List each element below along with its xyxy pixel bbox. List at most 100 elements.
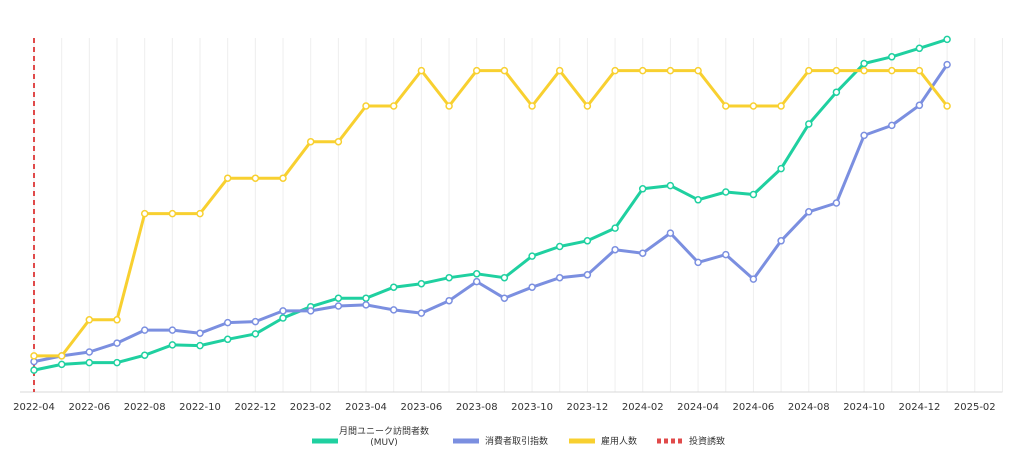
- data-point: [472, 277, 481, 286]
- data-point: [749, 102, 758, 110]
- data-point: [334, 294, 343, 302]
- data-point: [85, 316, 94, 324]
- data-point: [30, 366, 38, 374]
- x-tick-label: 2024-08: [788, 402, 830, 413]
- data-point: [722, 250, 730, 259]
- data-point: [113, 316, 121, 324]
- x-tick-label: 2022-10: [179, 402, 221, 413]
- data-point: [500, 66, 509, 75]
- data-point: [611, 66, 619, 75]
- data-point: [832, 66, 841, 75]
- series-line-1: [32, 63, 949, 364]
- legend-item-2[interactable]: 雇用人数: [569, 435, 637, 447]
- data-point: [583, 102, 592, 110]
- x-tick-label: 2024-02: [622, 402, 664, 413]
- x-tick-label: 2022-06: [68, 402, 110, 413]
- x-tick-label: 2023-10: [511, 402, 553, 413]
- data-point: [638, 185, 647, 193]
- data-point: [888, 121, 896, 130]
- x-tick-label: 2023-02: [290, 402, 332, 413]
- x-tick-label: 2023-12: [567, 402, 609, 413]
- legend-label: 消費者取引指数: [485, 435, 548, 447]
- legend-item-3[interactable]: 投資誘致: [657, 435, 725, 447]
- data-point: [611, 224, 619, 232]
- x-tick-label: 2022-12: [234, 402, 276, 413]
- data-point: [888, 53, 896, 61]
- data-point: [445, 102, 453, 110]
- data-point: [389, 102, 398, 110]
- data-point: [528, 283, 536, 291]
- data-point: [888, 66, 896, 75]
- x-tick-label: 2024-10: [843, 402, 885, 413]
- legend-item-1[interactable]: 消費者取引指数: [453, 435, 548, 447]
- data-point: [445, 273, 453, 282]
- data-point: [279, 174, 287, 182]
- x-tick-label: 2024-04: [677, 402, 719, 413]
- data-point: [306, 137, 315, 146]
- data-point: [113, 358, 121, 367]
- data-point: [362, 294, 370, 302]
- data-point: [334, 137, 343, 146]
- data-point: [472, 66, 481, 75]
- grid-lines: [33, 38, 1003, 392]
- data-point: [57, 352, 66, 360]
- x-tick-label: 2024-12: [899, 402, 941, 413]
- series-line-0: [32, 37, 949, 372]
- data-point: [638, 249, 647, 257]
- data-point: [85, 358, 94, 367]
- data-point: [915, 66, 924, 75]
- x-axis: 2022-04 2022-06 2022-08 2022-10 2022-12 2023-…: [13, 391, 1003, 413]
- data-point: [445, 296, 453, 305]
- data-point: [196, 209, 204, 218]
- data-point: [749, 190, 758, 199]
- data-point: [417, 279, 426, 288]
- data-point: [611, 245, 619, 254]
- data-point: [417, 309, 426, 317]
- x-tick-label: 2025-02: [954, 402, 996, 413]
- data-point: [555, 66, 564, 75]
- data-point: [196, 329, 204, 337]
- data-point: [223, 318, 232, 327]
- data-point: [279, 314, 287, 322]
- data-point: [168, 326, 177, 334]
- legend-item-0[interactable]: 月間ユニーク訪問者数(MUV): [312, 425, 429, 448]
- data-point: [943, 102, 951, 110]
- legend-label: (MUV): [370, 438, 398, 448]
- x-tick-label: 2024-06: [733, 402, 775, 413]
- data-point: [528, 102, 536, 110]
- data-point: [140, 351, 149, 359]
- data-point: [805, 120, 813, 128]
- data-point: [777, 102, 785, 110]
- x-tick-label: 2022-04: [13, 402, 55, 413]
- legend[interactable]: 月間ユニーク訪問者数(MUV) 消費者取引指数 雇用人数 投資誘致: [312, 425, 725, 448]
- data-point: [196, 341, 204, 350]
- legend-label: 投資誘致: [689, 435, 725, 447]
- series-line-2: [32, 69, 949, 358]
- data-point: [694, 66, 702, 75]
- data-point: [943, 35, 951, 44]
- data-point: [805, 66, 813, 75]
- data-point: [666, 66, 675, 75]
- data-point: [832, 199, 841, 207]
- data-point: [168, 341, 177, 349]
- data-point: [251, 174, 260, 182]
- data-point: [694, 258, 702, 267]
- data-point: [583, 271, 592, 279]
- data-point: [777, 237, 785, 245]
- data-point: [472, 270, 481, 278]
- data-point: [915, 101, 924, 110]
- data-point: [279, 307, 287, 315]
- data-point: [555, 273, 564, 282]
- data-point: [555, 242, 564, 251]
- data-point: [251, 317, 260, 326]
- data-point: [722, 102, 730, 110]
- data-point: [694, 196, 702, 204]
- data-point: [749, 275, 758, 283]
- data-point: [832, 88, 841, 96]
- data-point: [389, 306, 398, 314]
- data-point: [583, 237, 592, 245]
- x-tick-label: 2023-08: [456, 402, 498, 413]
- data-point: [860, 66, 868, 75]
- data-point: [722, 188, 730, 196]
- data-point: [417, 66, 426, 75]
